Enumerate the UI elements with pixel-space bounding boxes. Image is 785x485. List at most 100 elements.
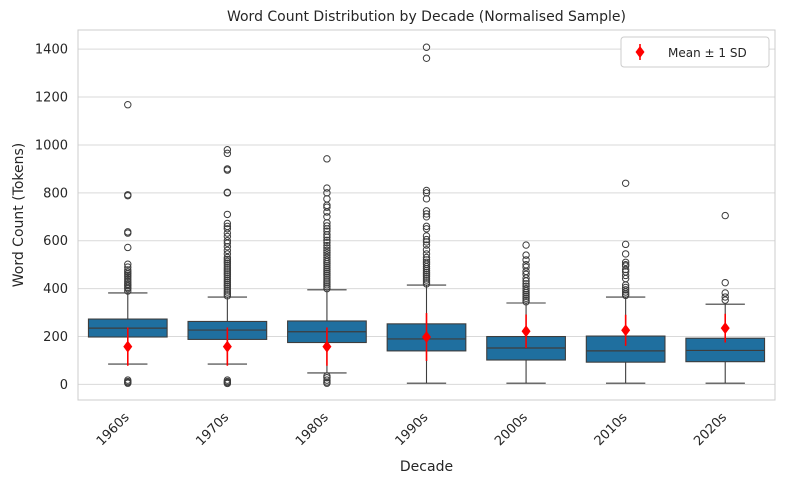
mean-diamond (422, 331, 431, 344)
plot-frame (77, 29, 776, 401)
outlier-point (223, 286, 232, 294)
outlier-point (522, 292, 530, 301)
outlier-point (323, 251, 331, 259)
outlier-point (522, 294, 530, 302)
outlier-point (323, 269, 331, 278)
outlier-point (422, 274, 431, 282)
outlier-point (422, 246, 431, 254)
y-tick-label: 200 (43, 330, 68, 345)
mean-marker-1990s (422, 313, 431, 361)
outlier-point (323, 203, 331, 211)
outlier-point (721, 289, 729, 297)
outlier-point (323, 261, 331, 270)
outlier-point (621, 179, 630, 187)
outlier-point (323, 222, 331, 230)
outlier-point (422, 235, 431, 244)
outlier-point (124, 275, 132, 283)
outlier-point (422, 186, 431, 195)
outlier-point (323, 249, 331, 257)
outlier-point (323, 281, 331, 289)
outlier-point (223, 271, 232, 279)
outlier-point (323, 376, 331, 384)
outlier-point (422, 258, 431, 266)
outlier-point (223, 290, 232, 298)
x-tick-label: 1990s (393, 410, 432, 449)
outlier-point (223, 222, 232, 231)
outlier-point (422, 225, 431, 233)
x-axis-title: Decade (400, 459, 453, 475)
outlier-point (422, 189, 431, 197)
outlier-point (422, 278, 431, 286)
outlier-point (422, 272, 431, 280)
outlier-point (422, 43, 431, 51)
outlier-point (124, 266, 132, 274)
outlier-point (124, 243, 132, 252)
box-group-2000s (486, 241, 566, 384)
outlier-point (223, 261, 232, 269)
outlier-point (323, 213, 331, 221)
y-tick-label: 400 (43, 282, 68, 297)
mean-marker-2000s (521, 314, 531, 349)
outlier-point (223, 146, 232, 154)
outlier-point (124, 191, 132, 199)
outlier-point (721, 293, 729, 301)
outlier-point (223, 267, 232, 275)
mean-marker-2010s (621, 314, 631, 346)
outlier-point (621, 258, 630, 266)
outlier-point (223, 282, 232, 290)
outlier-point (621, 260, 630, 269)
mean-diamond (322, 340, 332, 353)
outlier-point (223, 250, 232, 258)
outlier-point (422, 232, 431, 240)
outlier-point (124, 101, 132, 109)
outlier-point (223, 276, 232, 285)
outlier-point (323, 238, 331, 247)
outlier-point (223, 188, 232, 197)
outlier-point (223, 284, 232, 292)
outlier-point (522, 280, 530, 288)
y-tick-label: 600 (43, 234, 68, 249)
mean-markers (123, 313, 730, 366)
outlier-point (323, 277, 331, 285)
outlier-point (621, 286, 630, 294)
outlier-point (323, 284, 331, 293)
outlier-point (223, 265, 232, 273)
outlier-point (223, 237, 232, 245)
x-tick-label: 2020s (691, 410, 730, 449)
x-tick-label: 1970s (193, 410, 232, 449)
outlier-point (124, 376, 132, 384)
outlier-point (422, 268, 431, 277)
outlier-point (422, 250, 431, 258)
outlier-point (422, 54, 431, 62)
outlier-point (323, 227, 331, 235)
mean-diamond (123, 340, 133, 353)
outlier-point (323, 244, 331, 252)
outlier-point (621, 288, 630, 296)
outlier-point (323, 265, 331, 274)
outlier-point (323, 372, 331, 380)
outlier-point (124, 260, 132, 268)
outlier-point (422, 207, 431, 215)
outlier-point (223, 278, 232, 287)
outlier-point (223, 253, 232, 262)
x-tick-label: 1960s (94, 410, 133, 449)
outlier-point (323, 256, 331, 264)
outlier-point (223, 149, 232, 158)
outlier-point (124, 263, 132, 271)
outlier-point (422, 222, 431, 231)
outlier-point (621, 250, 630, 258)
outlier-point (522, 290, 530, 299)
outlier-point (422, 280, 431, 288)
outlier-point (422, 276, 431, 284)
outlier-point (323, 263, 331, 272)
mean-diamond (720, 322, 730, 335)
y-tick-label: 800 (43, 186, 68, 201)
x-tick-label: 1980s (293, 410, 332, 449)
outlier-point (223, 292, 232, 300)
outlier-point (323, 189, 331, 197)
outlier-point (323, 155, 331, 163)
outlier-point (422, 210, 431, 218)
outlier-point (223, 219, 232, 228)
outlier-point (323, 279, 331, 287)
outlier-point (323, 241, 331, 250)
